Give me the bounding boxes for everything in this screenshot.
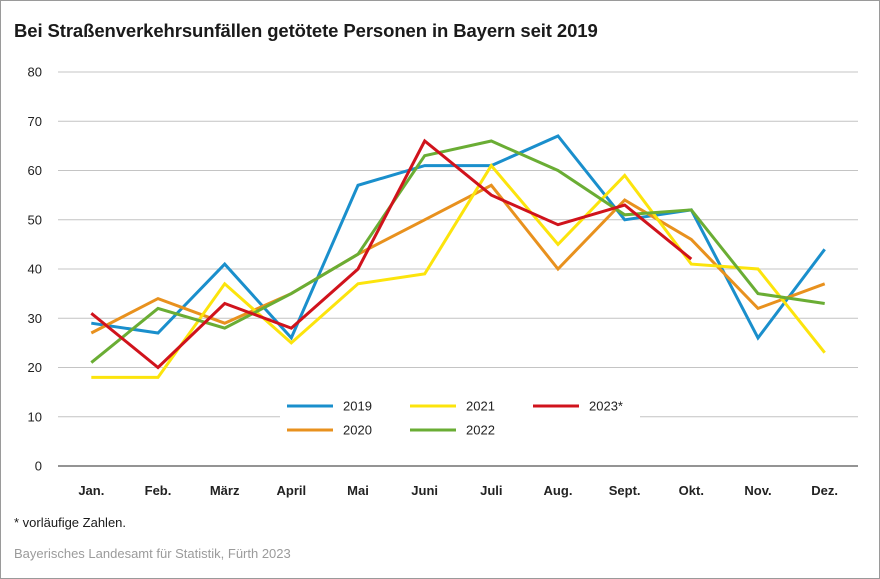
x-tick-label: Juli: [480, 483, 502, 498]
x-tick-label: Feb.: [145, 483, 172, 498]
legend: 2019 2020 2021 2022 2023*: [280, 390, 640, 442]
y-tick-label: 20: [28, 360, 42, 375]
x-tick-label: Jan.: [78, 483, 104, 498]
y-tick-label: 80: [28, 65, 42, 80]
x-tick-label: Juni: [411, 483, 438, 498]
x-tick-label: Mai: [347, 483, 369, 498]
legend-label: 2019: [343, 399, 372, 414]
y-tick-label: 60: [28, 163, 42, 178]
x-tick-label: Nov.: [744, 483, 771, 498]
source-note: Bayerisches Landesamt für Statistik, Für…: [14, 546, 291, 561]
x-tick-label: Dez.: [811, 483, 838, 498]
y-tick-label: 0: [35, 459, 42, 474]
y-tick-label: 10: [28, 409, 42, 424]
y-tick-label: 30: [28, 311, 42, 326]
footnote: * vorläufige Zahlen.: [14, 515, 127, 530]
x-tick-label: März: [210, 483, 240, 498]
legend-background: [280, 390, 640, 442]
series-line-2022: [90, 139, 825, 364]
series-line-2021: [91, 163, 826, 379]
legend-label: 2023*: [589, 399, 623, 414]
legend-label: 2022: [466, 423, 495, 438]
gridlines: [58, 71, 858, 467]
x-axis-ticks: Jan. Feb. März April Mai Juni Juli Aug. Sept. Okt…: [78, 483, 838, 498]
y-tick-label: 40: [28, 262, 42, 277]
y-axis-ticks: 0 10 20 30 40 50 60 70 80: [28, 65, 42, 474]
legend-label: 2020: [343, 423, 372, 438]
x-tick-label: Aug.: [544, 483, 573, 498]
series-line-2023: [90, 138, 693, 370]
series-line-2020: [90, 183, 826, 335]
chart-title: Bei Straßenverkehrsunfällen getötete Per…: [14, 20, 598, 41]
series-lines: [90, 134, 826, 379]
legend-label: 2021: [466, 399, 495, 414]
x-tick-label: April: [277, 483, 307, 498]
x-tick-label: Sept.: [609, 483, 641, 498]
y-tick-label: 50: [28, 212, 42, 227]
x-tick-label: Okt.: [679, 483, 704, 498]
series-line-2019: [91, 134, 826, 341]
y-tick-label: 70: [28, 114, 42, 129]
